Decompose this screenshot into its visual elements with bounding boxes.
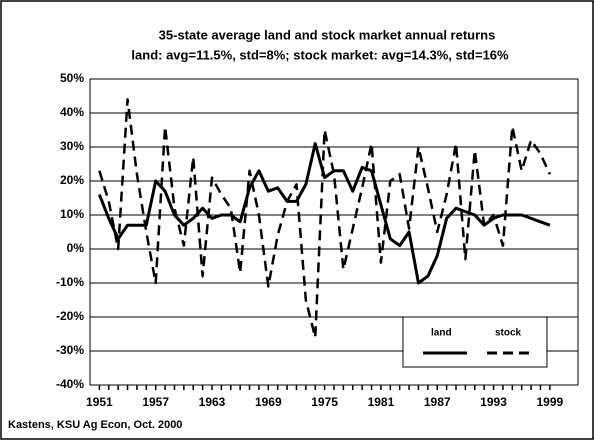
legend-label: stock: [495, 328, 522, 339]
y-tick-label: 10%: [60, 207, 84, 221]
y-tick-label: 30%: [60, 139, 84, 153]
footnote: Kastens, KSU Ag Econ, Oct. 2000: [8, 419, 182, 431]
x-tick-label: 1969: [255, 395, 282, 409]
y-tick-label: 20%: [60, 173, 84, 187]
x-tick-label: 1951: [86, 395, 113, 409]
x-tick-label: 1993: [480, 395, 507, 409]
x-tick-label: 1975: [311, 395, 338, 409]
chart-subtitle: land: avg=11.5%, std=8%; stock market: a…: [131, 47, 509, 62]
legend-box: [402, 316, 548, 368]
chart-title: 35-state average land and stock market a…: [159, 27, 496, 42]
series-line: [97, 142, 551, 285]
y-tick-label: 0%: [67, 241, 85, 255]
y-tick-label: -20%: [56, 309, 84, 323]
y-tick-label: 50%: [60, 71, 84, 85]
x-tick-label: 1957: [142, 395, 169, 409]
x-tick-label: 1987: [424, 395, 451, 409]
x-tick-label: 1999: [536, 395, 563, 409]
x-tick-label: 1981: [368, 395, 395, 409]
legend-label: land: [431, 328, 452, 339]
y-tick-label: -40%: [56, 377, 84, 391]
y-tick-label: -10%: [56, 275, 84, 289]
y-tick-label: -30%: [56, 343, 84, 357]
x-tick-label: 1963: [199, 395, 226, 409]
y-tick-label: 40%: [60, 105, 84, 119]
